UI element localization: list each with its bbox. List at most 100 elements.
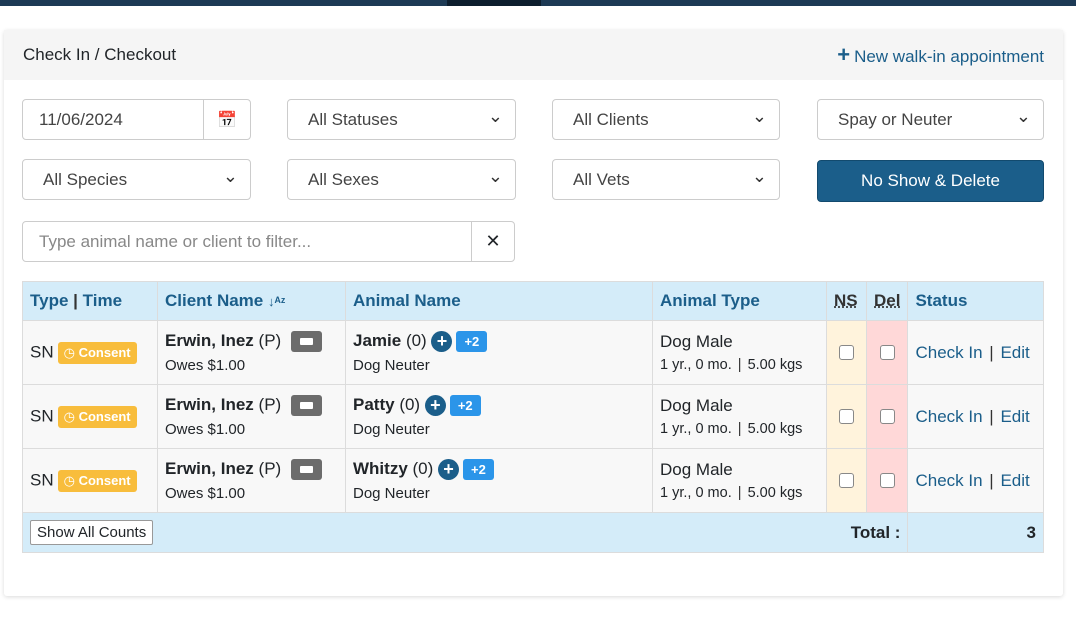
type-code: SN (30, 405, 54, 425)
species-select[interactable]: All Species (22, 159, 251, 200)
payment-card-icon[interactable] (291, 395, 323, 416)
client-tag: (P) (258, 458, 282, 478)
procedure: Dog Neuter (353, 485, 430, 502)
payment-card-icon[interactable] (291, 331, 323, 352)
appointments-table: Type | Time Client Name ↓ᴬᶻ Animal Name … (21, 281, 1044, 553)
date-input[interactable]: 11/06/2024 📅 (22, 99, 251, 140)
status-select[interactable]: All Statuses (287, 99, 516, 140)
sexes-value: All Sexes (308, 169, 379, 189)
consent-badge[interactable]: ◷ Consent (57, 341, 137, 364)
status-cell: Check In | Edit (907, 448, 1044, 513)
table-footer-row: Show All Counts Total : 3 (21, 512, 1044, 553)
payment-card-icon[interactable] (291, 459, 323, 480)
vets-select[interactable]: All Vets (552, 159, 780, 200)
client-cell: Erwin, Inez (P) Owes $1.00 (157, 448, 346, 513)
status-cell: Check In | Edit (907, 384, 1044, 449)
client-name[interactable]: Erwin, Inez (165, 394, 254, 414)
animal-name[interactable]: Patty (353, 394, 395, 414)
col-animal[interactable]: Animal Name (345, 281, 653, 321)
new-walkin-label: New walk-in appointment (854, 47, 1044, 66)
type-value: Spay or Neuter (838, 109, 953, 129)
procedure: Dog Neuter (353, 421, 430, 438)
client-name[interactable]: Erwin, Inez (165, 330, 254, 350)
animal-type: Dog Male (660, 332, 733, 351)
card-header: Check In / Checkout + New walk-in appoint… (4, 30, 1063, 80)
type-code: SN (30, 341, 54, 361)
table-row: SN ◷ Consent Erwin, Inez (P) Owes $1.00 Ja… (22, 320, 1044, 385)
animal-count: (0) (412, 458, 434, 478)
col-status: Status (907, 281, 1044, 321)
delete-checkbox[interactable] (879, 473, 895, 488)
clock-icon: ◷ (63, 472, 75, 488)
col-type-time[interactable]: Type | Time (22, 281, 158, 321)
check-in-link[interactable]: Check In (915, 406, 983, 426)
check-in-link[interactable]: Check In (915, 342, 983, 362)
checkin-card: Check In / Checkout + New walk-in appoint… (4, 30, 1063, 596)
animal-type-cell: Dog Male 1 yr., 0 mo. | 5.00 kgs (652, 448, 827, 513)
edit-link[interactable]: Edit (1000, 406, 1030, 426)
no-show-delete-button[interactable]: No Show & Delete (817, 160, 1044, 202)
animal-weight: 5.00 kgs (747, 357, 803, 373)
col-ns-label: NS (834, 291, 858, 310)
total-value: 3 (907, 512, 1044, 553)
check-in-link[interactable]: Check In (915, 470, 983, 490)
total-label: Total : (850, 523, 901, 542)
procedure: Dog Neuter (353, 357, 430, 374)
edit-link[interactable]: Edit (1000, 342, 1030, 362)
animal-count: (0) (399, 394, 421, 414)
type-cell: SN ◷ Consent (22, 320, 158, 385)
consent-label: Consent (78, 472, 131, 488)
delete-checkbox[interactable] (879, 409, 895, 424)
col-client-label: Client Name (165, 291, 264, 310)
show-all-counts-button[interactable]: Show All Counts (30, 520, 154, 545)
footer-cell: Show All Counts Total : (21, 512, 909, 553)
no-show-checkbox[interactable] (839, 345, 854, 360)
add-icon[interactable]: + (431, 331, 453, 352)
date-value: 11/06/2024 (39, 109, 123, 129)
delete-checkbox[interactable] (879, 345, 895, 360)
owes-amount: Owes $1.00 (165, 357, 246, 374)
table-row: SN ◷ Consent Erwin, Inez (P) Owes $1.00 Pa… (22, 384, 1044, 449)
table-row: SN ◷ Consent Erwin, Inez (P) Owes $1.00 Wh… (22, 448, 1044, 513)
add-icon[interactable]: + (424, 395, 446, 416)
type-cell: SN ◷ Consent (22, 448, 158, 513)
animal-type: Dog Male (660, 460, 733, 479)
no-show-checkbox[interactable] (839, 473, 854, 488)
animal-age: 1 yr., 0 mo. (660, 485, 732, 501)
del-cell (865, 448, 909, 513)
consent-badge[interactable]: ◷ Consent (57, 405, 137, 428)
page-title: Check In / Checkout (23, 45, 177, 64)
type-select[interactable]: Spay or Neuter (817, 99, 1044, 140)
col-client[interactable]: Client Name ↓ᴬᶻ (157, 281, 346, 321)
col-animal-type[interactable]: Animal Type (652, 281, 827, 321)
animal-count: (0) (405, 330, 427, 350)
no-show-checkbox[interactable] (839, 409, 854, 424)
edit-link[interactable]: Edit (1000, 470, 1030, 490)
animal-cell: Patty (0) + +2 Dog Neuter (345, 384, 653, 449)
clients-select[interactable]: All Clients (552, 99, 780, 140)
del-cell (865, 320, 909, 385)
sexes-select[interactable]: All Sexes (287, 159, 516, 200)
plus-icon: + (837, 42, 851, 67)
consent-badge[interactable]: ◷ Consent (57, 469, 137, 492)
table-header-row: Type | Time Client Name ↓ᴬᶻ Animal Name … (22, 281, 1044, 321)
animal-name[interactable]: Jamie (353, 330, 402, 350)
extra-badge[interactable]: +2 (449, 395, 481, 416)
animal-age: 1 yr., 0 mo. (660, 357, 732, 373)
animal-cell: Whitzy (0) + +2 Dog Neuter (345, 448, 653, 513)
calendar-icon[interactable]: 📅 (203, 100, 250, 139)
extra-badge[interactable]: +2 (463, 459, 494, 480)
search-placeholder: Type animal name or client to filter... (39, 231, 312, 251)
col-del: Del (865, 281, 909, 321)
search-input[interactable]: Type animal name or client to filter... (22, 221, 472, 262)
add-icon[interactable]: + (438, 459, 460, 480)
extra-badge[interactable]: +2 (456, 331, 488, 352)
ns-cell (826, 384, 867, 449)
client-name[interactable]: Erwin, Inez (165, 458, 254, 478)
owes-amount: Owes $1.00 (165, 485, 246, 502)
close-icon: ✕ (485, 231, 501, 251)
clear-filter-button[interactable]: ✕ (471, 221, 515, 262)
client-tag: (P) (258, 394, 282, 414)
animal-name[interactable]: Whitzy (353, 458, 408, 478)
new-walkin-link[interactable]: + New walk-in appointment (837, 42, 1044, 68)
